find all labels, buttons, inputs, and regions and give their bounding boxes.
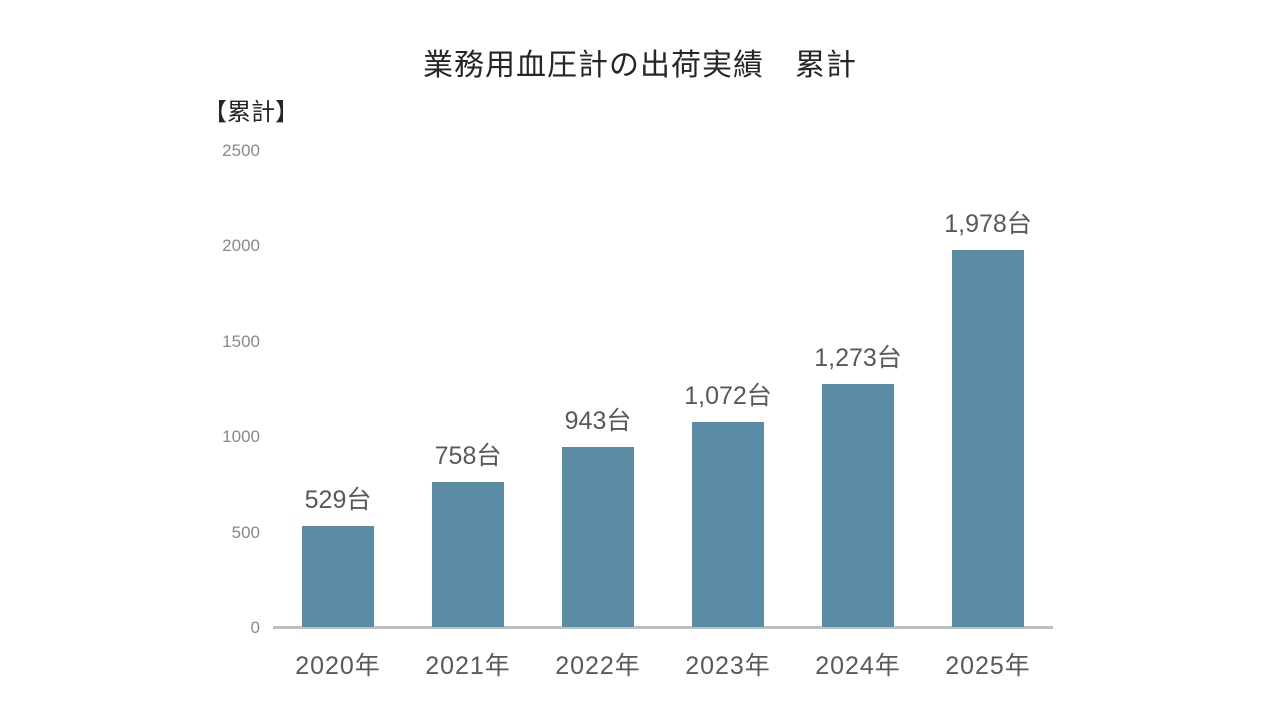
bar-value-label: 529台 (304, 486, 372, 514)
bar-2021 (432, 482, 504, 627)
x-axis-label: 2022年 (555, 652, 641, 680)
y-tick-label: 1500 (222, 331, 260, 351)
y-tick-label: 500 (231, 522, 260, 542)
x-axis-label: 2023年 (685, 652, 771, 680)
bar-2020 (302, 526, 374, 627)
bar-value-label: 943台 (564, 407, 632, 435)
bar-value-label: 1,072台 (684, 382, 772, 410)
chart-title: 業務用血圧計の出荷実績 累計 (423, 49, 857, 82)
bar-value-label: 1,273台 (814, 344, 902, 372)
bar-2023 (692, 422, 764, 627)
x-axis-label: 2021年 (425, 652, 511, 680)
x-axis-label: 2024年 (815, 652, 901, 680)
bar-2022 (562, 447, 634, 627)
y-tick-label: 2500 (222, 141, 260, 160)
x-axis-label: 2020年 (295, 652, 381, 680)
y-axis-unit-label: 【累計】 (203, 99, 299, 126)
x-axis-line (273, 626, 1053, 629)
y-tick-label: 2000 (222, 236, 260, 256)
x-axis-label: 2025年 (945, 652, 1031, 680)
y-tick-label: 1000 (222, 427, 260, 447)
bar-2024 (822, 384, 894, 627)
bar-value-label: 758台 (434, 442, 502, 470)
y-tick-label: 0 (250, 618, 260, 637)
bar-2025 (952, 250, 1024, 627)
bar-value-label: 1,978台 (944, 210, 1032, 238)
